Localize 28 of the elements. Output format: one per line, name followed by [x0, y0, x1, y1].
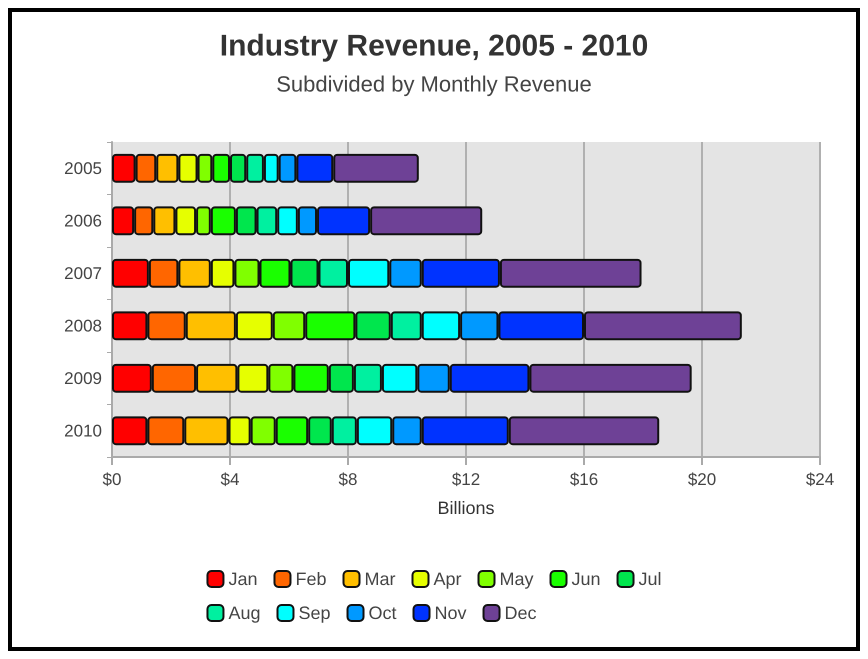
legend-label: Jul	[638, 569, 662, 589]
x-tick-label: $12	[452, 470, 480, 489]
y-tick-label: 2008	[64, 316, 102, 336]
y-tick-label: 2007	[64, 264, 102, 283]
x-tick-label: $24	[806, 470, 834, 489]
y-tick-label: 2006	[64, 211, 102, 230]
y-tick-label: 2010	[64, 421, 102, 440]
chart-title: Industry Revenue, 2005 - 2010	[220, 30, 648, 62]
legend-label: Feb	[295, 569, 327, 589]
x-axis-title: Billions	[437, 498, 495, 518]
legend-label: Dec	[504, 603, 537, 623]
legend-label: Oct	[368, 603, 397, 623]
x-tick-label: $0	[102, 470, 122, 489]
x-tick-label: $8	[338, 470, 358, 489]
y-tick-label: 2009	[64, 368, 102, 388]
y-tick-label: 2005	[64, 158, 102, 178]
legend-label: May	[500, 569, 534, 589]
legend-label: Jan	[228, 569, 258, 589]
x-tick-label: $4	[220, 470, 240, 489]
legend-label: Apr	[433, 569, 462, 589]
legend-label: Nov	[434, 603, 467, 623]
legend-label: Mar	[364, 569, 396, 589]
chart-subtitle: Subdivided by Monthly Revenue	[276, 72, 592, 96]
legend-label: Sep	[298, 603, 331, 623]
x-tick-label: $16	[570, 470, 598, 489]
x-tick-label: $20	[688, 470, 716, 489]
legend-label: Aug	[228, 603, 260, 623]
legend-label: Jun	[572, 569, 601, 589]
